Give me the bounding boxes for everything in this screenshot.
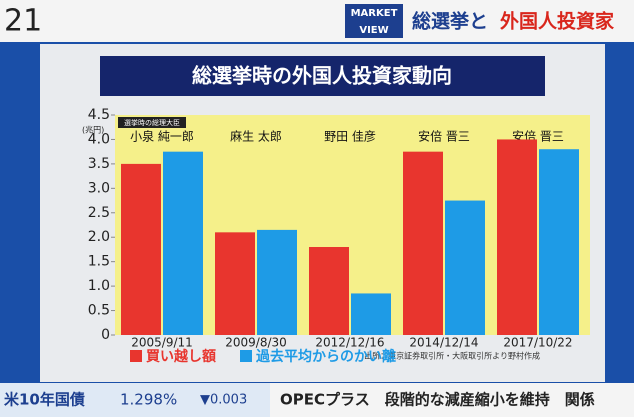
- leaders-caption: 選挙時の総理大臣: [124, 118, 180, 127]
- x-tick-label: 2005/9/11: [131, 336, 193, 350]
- ticker-label: 米10年国債: [4, 391, 85, 409]
- leader-name: 野田 佳彦: [324, 129, 376, 144]
- top-bar: [0, 0, 634, 42]
- news: OPECプラス 段階的な減産縮小を維持 関係: [280, 391, 595, 409]
- bar: [351, 293, 391, 335]
- headline-2: 外国人投資家: [500, 10, 615, 33]
- y-tick-label: 2.5: [88, 205, 110, 221]
- leader-name: 小泉 純一郎: [130, 130, 194, 144]
- bar: [497, 139, 537, 335]
- logo-bottom: VIEW: [359, 25, 388, 36]
- bar: [403, 151, 443, 335]
- y-tick-label: 0.5: [88, 303, 110, 319]
- clock: 21: [4, 4, 42, 39]
- bar: [121, 163, 161, 335]
- x-tick-label: 2012/12/16: [315, 336, 384, 350]
- legend-swatch: [240, 350, 252, 362]
- legend-label: 買い越し額: [146, 348, 216, 365]
- leader-name: 麻生 太郎: [230, 129, 282, 144]
- x-tick-label: 2017/10/22: [503, 336, 572, 350]
- bar: [257, 229, 297, 335]
- headline-1: 総選挙と: [412, 10, 488, 33]
- y-tick-label: 0: [101, 327, 110, 343]
- chart-title: 総選挙時の外国人投資家動向: [192, 64, 452, 88]
- x-tick-label: 2014/12/14: [409, 336, 478, 350]
- y-tick-label: 3.5: [88, 156, 110, 172]
- logo-top: MARKET: [351, 8, 398, 19]
- logo-box: [345, 4, 403, 38]
- bar: [539, 149, 579, 335]
- leader-name: 安倍 晋三: [418, 129, 470, 144]
- bar: [309, 247, 349, 335]
- y-tick-label: 4.5: [88, 107, 110, 123]
- ticker-value: 1.298%: [120, 391, 177, 409]
- y-tick-label: 1.0: [88, 278, 110, 294]
- y-tick-label: 4.0: [88, 131, 110, 147]
- ticker-left: [0, 383, 270, 417]
- y-tick-label: 3.0: [88, 180, 110, 196]
- caption-box: [118, 117, 186, 128]
- ticker-change: ▼0.003: [200, 393, 247, 408]
- y-unit: (兆円): [82, 125, 104, 135]
- x-tick-label: 2009/8/30: [225, 336, 287, 350]
- legend-label: 過去平均からのかい離: [255, 348, 396, 365]
- y-tick-label: 2.0: [88, 229, 110, 245]
- legend-swatch: [130, 350, 142, 362]
- bar: [445, 200, 485, 335]
- source: 出所：東京証券取引所・大阪取引所より野村作成: [364, 351, 540, 361]
- bar: [215, 232, 255, 335]
- bar: [163, 151, 203, 335]
- title-banner: [100, 56, 545, 96]
- y-tick-label: 1.5: [88, 254, 110, 270]
